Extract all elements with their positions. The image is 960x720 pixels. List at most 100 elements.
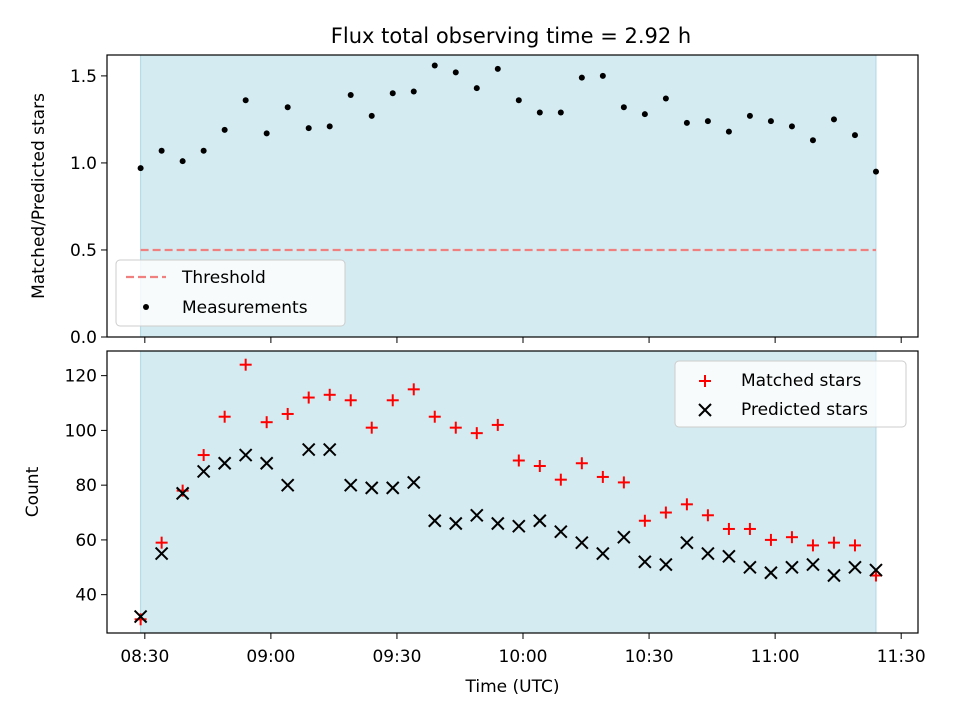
predicted-star-point xyxy=(512,519,526,533)
measurement-point xyxy=(641,111,648,118)
predicted-star-point xyxy=(764,566,778,580)
predicted-star-point xyxy=(491,516,505,531)
predicted-star-point xyxy=(575,535,589,550)
legend-measurements-swatch xyxy=(143,304,149,310)
marker-stroke xyxy=(764,566,778,580)
matched-star-point xyxy=(806,539,819,552)
predicted-star-point xyxy=(259,456,274,470)
x-tick-label: 11:30 xyxy=(877,647,926,667)
matched-star-point xyxy=(512,454,525,467)
marker-stroke xyxy=(827,568,841,583)
measurement-point xyxy=(515,97,522,104)
measurement-point xyxy=(851,132,858,139)
matched-star-point xyxy=(575,457,588,470)
x-tick-label: 10:00 xyxy=(499,647,548,667)
x-axis-label: Time (UTC) xyxy=(465,677,560,697)
predicted-star-point xyxy=(386,481,400,495)
measurement-point xyxy=(788,123,795,130)
marker-stroke xyxy=(869,563,883,577)
marker-stroke xyxy=(575,535,589,550)
marker-stroke xyxy=(743,560,757,574)
predicted-star-point xyxy=(848,560,862,574)
predicted-star-point xyxy=(154,546,169,561)
y-tick-label: 120 xyxy=(65,367,97,387)
matched-star-point xyxy=(827,536,840,549)
matched-star-point xyxy=(554,473,567,486)
predicted-star-point xyxy=(638,555,652,569)
predicted-star-point xyxy=(323,442,337,457)
marker-stroke xyxy=(301,442,316,457)
measurement-point xyxy=(683,119,690,126)
marker-stroke xyxy=(722,549,736,564)
legend-predicted-swatch xyxy=(698,403,712,417)
measurement-point xyxy=(179,158,186,165)
measurement-point xyxy=(809,137,816,144)
marker-stroke xyxy=(848,560,862,574)
predicted-star-point xyxy=(428,514,442,528)
marker-stroke xyxy=(386,481,400,495)
marker-stroke xyxy=(175,486,190,501)
measurement-point xyxy=(599,72,606,79)
predicted-star-point xyxy=(238,448,253,462)
marker-stroke xyxy=(323,442,337,457)
matched-star-point xyxy=(155,536,168,549)
bottom-panel: 40 60 80 100 120 08:30 09:00 09:30 10:00 10:30 11:… xyxy=(23,350,926,697)
marker-stroke xyxy=(785,560,799,574)
predicted-star-point xyxy=(407,475,421,490)
predicted-star-point xyxy=(344,478,358,492)
measurement-point xyxy=(158,147,165,154)
measurement-point xyxy=(431,62,438,69)
y-tick-label: 1.0 xyxy=(70,154,97,174)
x-tick-label: 10:30 xyxy=(625,647,674,667)
predicted-star-point xyxy=(722,549,736,564)
matched-star-point xyxy=(449,421,462,434)
measurement-point xyxy=(557,109,564,116)
legend-box xyxy=(674,360,907,428)
marker-stroke xyxy=(280,478,295,492)
matched-star-point xyxy=(596,470,609,483)
matched-star-point xyxy=(638,514,651,527)
marker-stroke xyxy=(533,514,547,528)
marker-stroke xyxy=(344,478,358,492)
predicted-star-point xyxy=(680,535,694,550)
predicted-star-point xyxy=(280,478,295,492)
predicted-star-point xyxy=(785,560,799,574)
measurement-point xyxy=(578,74,585,81)
measurement-point xyxy=(872,168,879,175)
marker-stroke xyxy=(512,519,526,533)
figure-title: Flux total observing time = 2.92 h xyxy=(331,24,691,48)
legend-bottom: Matched stars Predicted stars xyxy=(674,360,907,428)
axes-frame xyxy=(106,350,919,634)
predicted-star-point xyxy=(869,563,883,577)
matched-star-point xyxy=(785,531,798,544)
marker-stroke xyxy=(491,516,505,531)
x-tick-label: 11:00 xyxy=(751,647,800,667)
predicted-star-point xyxy=(301,442,316,457)
marker-stroke xyxy=(554,524,568,539)
marker-stroke xyxy=(470,508,484,522)
predicted-star-point xyxy=(554,524,568,539)
measurement-point xyxy=(263,130,270,137)
measurement-point xyxy=(305,125,312,132)
measurement-point xyxy=(662,95,669,102)
matched-star-point xyxy=(533,459,546,472)
predicted-star-point xyxy=(449,516,463,531)
measurement-point xyxy=(200,147,207,154)
matched-star-point xyxy=(764,533,777,546)
predicted-star-point xyxy=(533,514,547,528)
y-tick-label: 60 xyxy=(75,531,97,551)
measurement-point xyxy=(473,85,480,92)
predicted-star-point xyxy=(365,481,379,495)
marker-stroke xyxy=(596,546,610,561)
measurement-point xyxy=(347,92,354,99)
matched-star-point xyxy=(407,383,420,396)
predicted-star-point xyxy=(217,456,232,470)
matched-star-point xyxy=(428,410,441,423)
marker-stroke xyxy=(217,456,232,470)
matched-star-point xyxy=(239,358,252,371)
matched-star-point xyxy=(743,522,756,535)
marker-stroke xyxy=(238,448,253,462)
measurement-point xyxy=(284,104,291,111)
legend-box xyxy=(115,259,346,327)
matched-star-point xyxy=(218,410,231,423)
